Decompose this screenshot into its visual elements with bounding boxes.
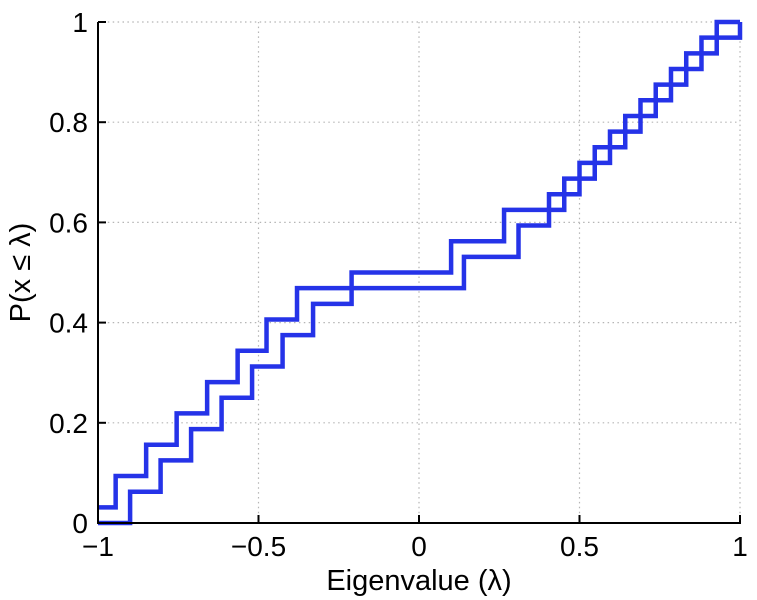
eigenvalue-cdf-1 [98, 22, 743, 510]
y-tick-label: 1 [72, 7, 88, 38]
y-tick-label: 0 [72, 508, 88, 539]
eigenvalue-cdf-2 [98, 19, 740, 526]
y-axis-title: P(x ≤ λ) [5, 223, 37, 323]
x-tick-label: 1 [732, 531, 748, 562]
cdf-step-curves [98, 19, 743, 526]
y-tick-label: 0.8 [49, 107, 88, 138]
y-tick-label: 0.4 [49, 308, 88, 339]
x-axis-title: Eigenvalue (λ) [326, 565, 511, 597]
axes [97, 21, 741, 524]
x-tick-label: −0.5 [231, 531, 286, 562]
y-tick-label: 0.2 [49, 408, 88, 439]
axis-labels: −1 −0.5 0 0.5 1 0 0.2 0.4 0.6 0.8 1 Eigenvalue (λ) P… [5, 7, 748, 597]
y-tick-label: 0.6 [49, 207, 88, 238]
x-tick-label: −1 [82, 531, 114, 562]
x-tick-label: 0.5 [560, 531, 599, 562]
grid-lines [98, 21, 741, 523]
x-tick-label: 0 [411, 531, 427, 562]
